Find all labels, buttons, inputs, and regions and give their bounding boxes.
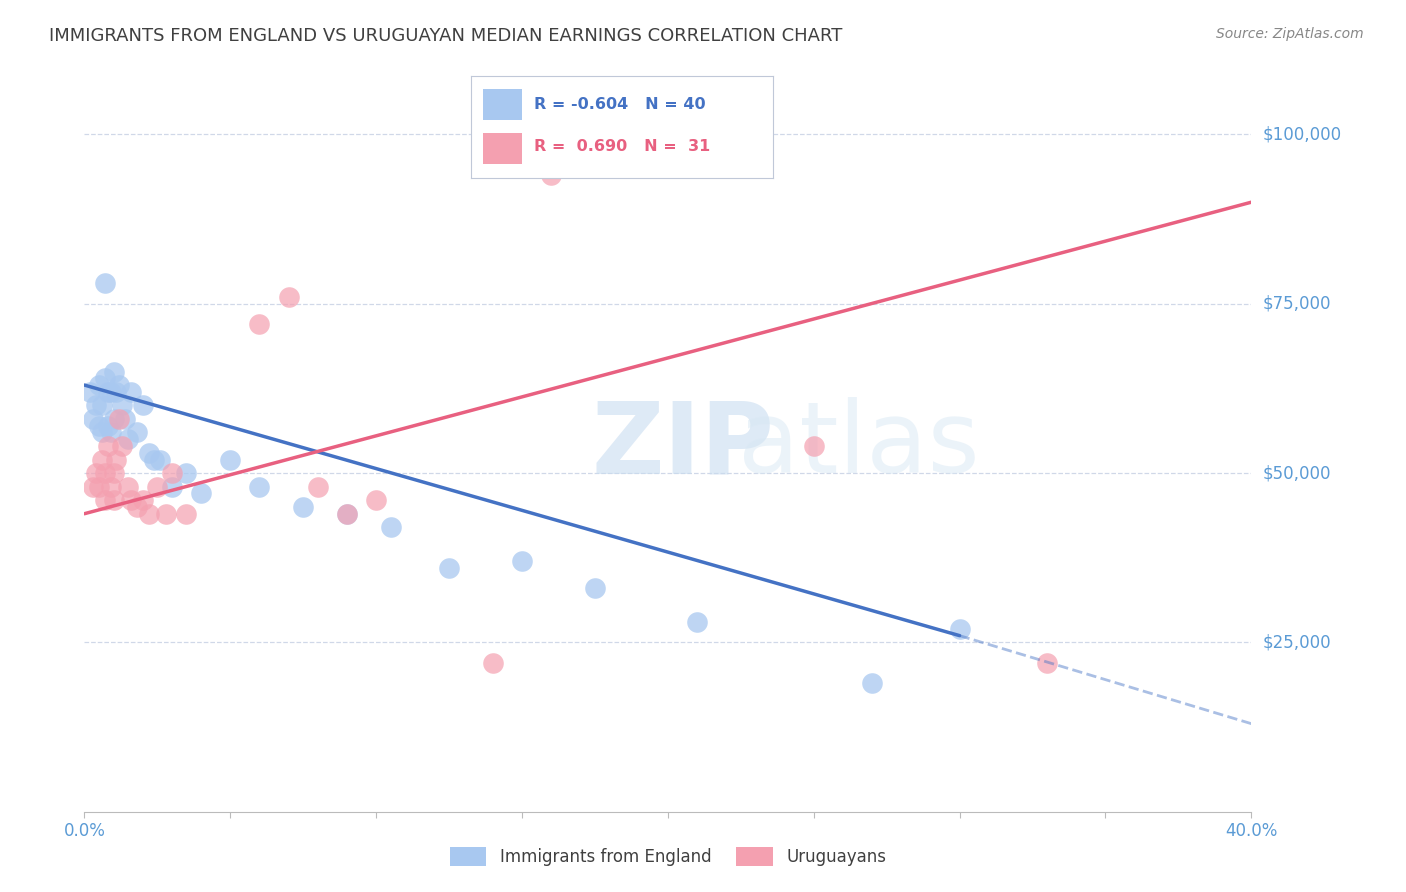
Point: [307, 480, 329, 494]
Text: IMMIGRANTS FROM ENGLAND VS URUGUAYAN MEDIAN EARNINGS CORRELATION CHART: IMMIGRANTS FROM ENGLAND VS URUGUAYAN MED…: [49, 27, 842, 45]
Point: [84, 466, 107, 480]
Point: [149, 452, 172, 467]
Point: [146, 480, 169, 494]
Bar: [484, 133, 523, 164]
Point: [860, 676, 883, 690]
Text: $50,000: $50,000: [1263, 464, 1331, 482]
Point: [100, 480, 122, 494]
Point: [94, 371, 117, 385]
Point: [120, 384, 142, 399]
Point: [803, 439, 825, 453]
Point: [336, 507, 359, 521]
Point: [94, 493, 117, 508]
Point: [1036, 656, 1059, 670]
Point: [138, 446, 160, 460]
Text: ZIP: ZIP: [592, 398, 775, 494]
Point: [138, 507, 160, 521]
Text: $100,000: $100,000: [1263, 126, 1341, 144]
Point: [160, 466, 183, 480]
Text: R =  0.690   N =  31: R = 0.690 N = 31: [534, 139, 711, 154]
Point: [87, 480, 110, 494]
Point: [277, 290, 299, 304]
Point: [108, 378, 131, 392]
Point: [103, 412, 125, 426]
Point: [249, 317, 271, 331]
Point: [336, 507, 359, 521]
Point: [103, 493, 125, 508]
Point: [100, 384, 122, 399]
Point: [103, 466, 125, 480]
Point: [90, 398, 112, 412]
Point: [105, 384, 128, 399]
Point: [97, 384, 120, 399]
Text: $75,000: $75,000: [1263, 294, 1331, 313]
Point: [366, 493, 388, 508]
Point: [292, 500, 315, 514]
Text: R = -0.604   N = 40: R = -0.604 N = 40: [534, 96, 706, 112]
Point: [114, 412, 136, 426]
Point: [82, 412, 104, 426]
Point: [380, 520, 402, 534]
Point: [437, 561, 460, 575]
Point: [949, 622, 972, 636]
Point: [94, 277, 117, 291]
Point: [510, 554, 533, 568]
Point: [79, 384, 101, 399]
Point: [105, 452, 128, 467]
Point: [97, 418, 120, 433]
Text: $25,000: $25,000: [1263, 633, 1331, 651]
Point: [249, 480, 271, 494]
Point: [97, 439, 120, 453]
Point: [482, 656, 505, 670]
Point: [120, 493, 142, 508]
Point: [143, 452, 166, 467]
Point: [87, 378, 110, 392]
Point: [540, 168, 562, 182]
Point: [103, 364, 125, 378]
Bar: [484, 89, 523, 120]
Point: [82, 480, 104, 494]
Point: [176, 507, 198, 521]
Point: [155, 507, 177, 521]
Text: atlas: atlas: [738, 398, 980, 494]
Point: [108, 412, 131, 426]
Point: [90, 452, 112, 467]
Point: [111, 398, 134, 412]
Point: [160, 480, 183, 494]
Point: [219, 452, 242, 467]
Point: [111, 439, 134, 453]
Point: [94, 466, 117, 480]
Legend: Immigrants from England, Uruguayans: Immigrants from England, Uruguayans: [443, 840, 893, 873]
Point: [132, 398, 155, 412]
Point: [84, 398, 107, 412]
Point: [125, 425, 148, 440]
Point: [87, 418, 110, 433]
Point: [117, 432, 139, 446]
Point: [125, 500, 148, 514]
Text: Source: ZipAtlas.com: Source: ZipAtlas.com: [1216, 27, 1364, 41]
Point: [686, 615, 709, 629]
Point: [190, 486, 212, 500]
Point: [583, 581, 606, 595]
Point: [90, 425, 112, 440]
Point: [176, 466, 198, 480]
Point: [100, 425, 122, 440]
Point: [117, 480, 139, 494]
Point: [132, 493, 155, 508]
